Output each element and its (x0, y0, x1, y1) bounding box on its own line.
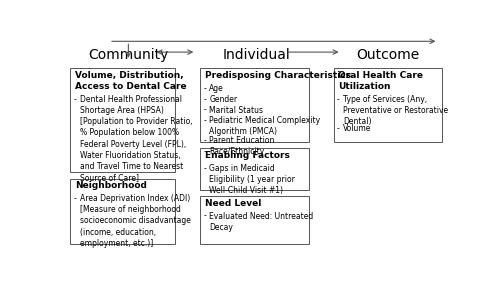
Text: -: - (203, 95, 206, 104)
Text: Gaps in Medicaid
Eligibility (1 year prior
Well-Child Visit #1): Gaps in Medicaid Eligibility (1 year pri… (210, 164, 295, 195)
FancyBboxPatch shape (200, 148, 308, 189)
Text: Dental Health Professional
Shortage Area (HPSA)
[Population to Provider Ratio,
%: Dental Health Professional Shortage Area… (80, 95, 192, 182)
Text: -: - (74, 194, 76, 203)
Text: Predisposing Characteristics: Predisposing Characteristics (204, 71, 351, 80)
FancyBboxPatch shape (70, 68, 175, 172)
Text: -: - (337, 124, 340, 133)
Text: Oral Health Care
Utilization: Oral Health Care Utilization (338, 71, 424, 91)
FancyBboxPatch shape (334, 68, 442, 142)
Text: Pediatric Medical Complexity
Algorithm (PMCA): Pediatric Medical Complexity Algorithm (… (210, 116, 320, 137)
Text: Volume, Distribution,
Access to Dental Care: Volume, Distribution, Access to Dental C… (75, 71, 186, 91)
Text: Enabling Factors: Enabling Factors (204, 151, 290, 160)
Text: Volume: Volume (343, 124, 372, 133)
Text: Community: Community (88, 48, 168, 62)
Text: Outcome: Outcome (356, 48, 420, 62)
Text: Age: Age (210, 84, 224, 93)
Text: Marital Status: Marital Status (210, 106, 264, 115)
Text: Neighborhood: Neighborhood (75, 181, 147, 190)
FancyBboxPatch shape (200, 196, 308, 244)
Text: -: - (337, 95, 340, 104)
Text: -: - (203, 164, 206, 173)
Text: Individual: Individual (222, 48, 290, 62)
Text: -: - (203, 212, 206, 221)
Text: Need Level: Need Level (204, 199, 261, 208)
Text: Type of Services (Any,
Preventative or Restorative
Dental): Type of Services (Any, Preventative or R… (343, 95, 448, 126)
FancyBboxPatch shape (200, 68, 308, 142)
FancyBboxPatch shape (70, 179, 175, 244)
Text: Race/Ethnicity: Race/Ethnicity (210, 147, 264, 156)
Text: -: - (203, 116, 206, 125)
Text: -: - (203, 136, 206, 145)
Text: Parent Education: Parent Education (210, 136, 274, 145)
Text: -: - (203, 147, 206, 156)
Text: -: - (74, 95, 76, 104)
Text: Area Deprivation Index (ADI)
[Measure of neighborhood
socioeconomic disadvantage: Area Deprivation Index (ADI) [Measure of… (80, 194, 190, 248)
Text: -: - (203, 84, 206, 93)
Text: -: - (203, 106, 206, 115)
Text: Gender: Gender (210, 95, 238, 104)
Text: Evaluated Need: Untreated
Decay: Evaluated Need: Untreated Decay (210, 212, 314, 232)
